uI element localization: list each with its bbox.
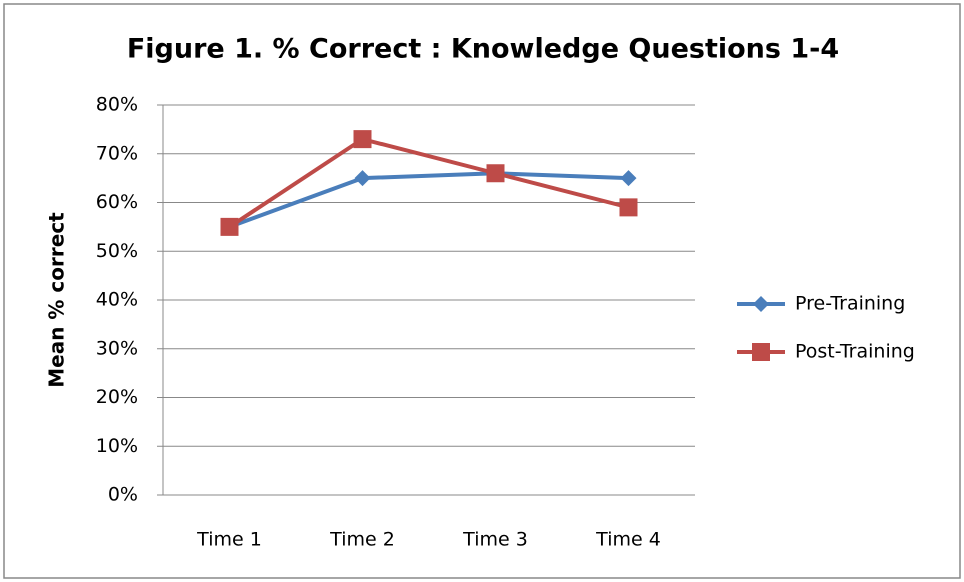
y-axis-title: Mean % correct bbox=[45, 212, 69, 388]
y-tick-label: 30% bbox=[96, 337, 138, 359]
y-tick-label: 70% bbox=[96, 142, 138, 164]
y-tick-label: 20% bbox=[96, 386, 138, 408]
x-tick-label: Time 4 bbox=[595, 529, 661, 551]
x-tick-label: Time 2 bbox=[329, 529, 395, 551]
marker bbox=[220, 217, 239, 236]
marker bbox=[619, 198, 638, 217]
legend-label: Pre-Training bbox=[795, 293, 905, 315]
chart-frame bbox=[3, 3, 961, 579]
legend-marker bbox=[753, 296, 769, 312]
chart-title: Figure 1. % Correct : Knowledge Question… bbox=[127, 34, 839, 65]
legend-label: Post-Training bbox=[795, 341, 915, 363]
marker bbox=[620, 170, 637, 187]
legend-marker bbox=[752, 343, 770, 361]
y-tick-label: 50% bbox=[96, 240, 138, 262]
y-tick-label: 10% bbox=[96, 435, 138, 457]
y-tick-label: 40% bbox=[96, 289, 138, 311]
marker bbox=[354, 170, 371, 187]
y-tick-label: 60% bbox=[96, 191, 138, 213]
y-tick-label: 0% bbox=[108, 484, 138, 506]
x-tick-label: Time 3 bbox=[462, 529, 528, 551]
x-tick-label: Time 1 bbox=[196, 529, 262, 551]
series-line bbox=[228, 171, 629, 229]
y-tick-label: 80% bbox=[96, 94, 138, 116]
series-line bbox=[228, 137, 629, 229]
marker bbox=[353, 130, 372, 149]
marker bbox=[486, 164, 505, 183]
